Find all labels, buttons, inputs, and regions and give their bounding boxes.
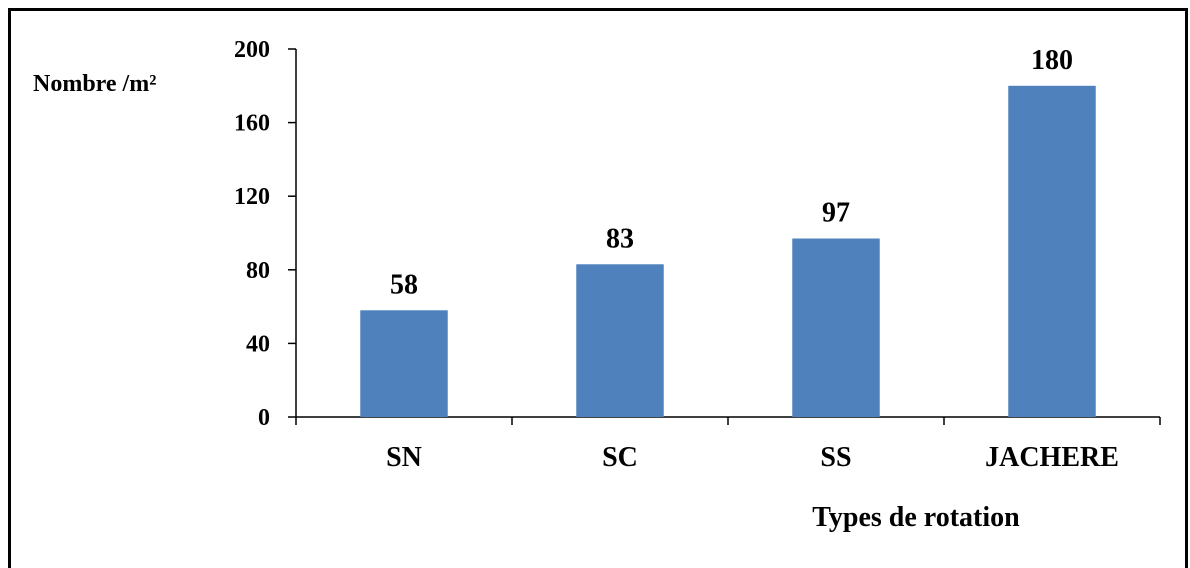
data-label: 83 [606,223,634,254]
data-label: 180 [1031,45,1073,76]
data-label: 58 [390,269,418,300]
data-label: 97 [822,198,850,229]
y-tick-label: 40 [246,331,270,357]
x-axis: SN SC SS JACHERE [295,416,1161,473]
y-tick-label: 200 [234,37,270,63]
x-tick-label: SC [602,442,638,473]
x-tick-label: JACHERE [985,442,1119,473]
data-labels: 58 83 97 180 [390,45,1073,300]
bar-sn [360,310,448,417]
bar-ss [792,238,880,417]
y-axis: 0 40 80 120 160 200 [234,37,297,431]
bars [360,85,1096,418]
x-axis-title: Types de rotation [812,502,1020,533]
bar-jachere [1008,85,1096,418]
x-tick-label: SS [820,442,851,473]
x-tick-label: SN [386,442,422,473]
bar-sc [576,264,664,417]
y-tick-label: 0 [258,405,270,431]
y-tick-label: 80 [246,258,270,284]
y-axis-title: Nombre /m² [33,71,156,97]
y-tick-label: 160 [234,111,270,137]
y-tick-label: 120 [234,184,270,210]
